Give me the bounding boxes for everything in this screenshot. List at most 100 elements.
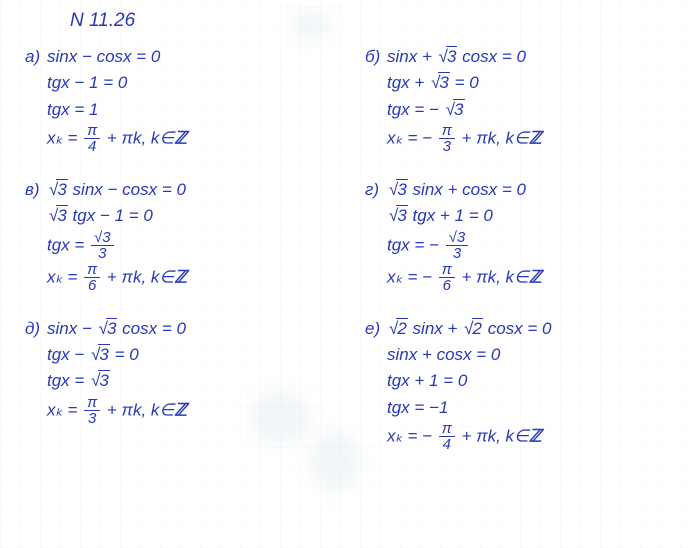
math-line: tgx + 1 = 0 [387,368,551,394]
math-line: tgx = − √33 [387,230,542,262]
math-line: sinx + cosx = 0 [387,342,551,368]
math-text: + πk, k∈ [102,267,174,286]
problem-number: N 11.26 [70,10,670,32]
problem: б)sinx + 3 cosx = 0tgx + 3 = 0 tgx = − 3 x… [365,44,670,155]
problem-lines: 3 sinx − cosx = 03 tgx − 1 = 0tgx = √33x… [47,177,187,294]
problem-label: г) [365,177,387,203]
math-text: = 0 [110,345,139,364]
fraction: π4 [84,123,100,155]
math-text: tgx = 1 [47,100,99,119]
fraction: π3 [84,395,100,427]
square-root: 3 [47,177,68,203]
math-line: xₖ = − π4 + πk, k∈ℤ [387,421,551,453]
square-root: 2 [387,316,408,342]
math-text: sinx − [47,319,97,338]
fraction: √33 [91,230,114,262]
math-text: + πk, k∈ [457,129,529,148]
math-line: tgx − 3 = 0 [47,342,187,368]
math-line: xₖ = π3 + πk, k∈ℤ [47,395,187,427]
problem: д)sinx − 3 cosx = 0tgx − 3 = 0tgx = 3xₖ … [25,316,330,427]
problem-lines: 3 sinx + cosx = 03 tgx + 1 = 0tgx = − √3… [387,177,542,294]
square-root: 3 [47,203,68,229]
integer-set: ℤ [174,400,187,419]
math-line: tgx = 3 [47,368,187,394]
math-line: 3 sinx − cosx = 0 [47,177,187,203]
math-text: sinx + [408,319,462,338]
page-content: N 11.26 а)sinx − cosx = 0tgx − 1 = 0tgx … [0,0,695,485]
square-root: 3 [429,70,450,96]
math-line: sinx − 3 cosx = 0 [47,316,187,342]
math-text: + πk, k∈ [457,427,529,446]
math-text: xₖ = [47,129,82,148]
problem-label: в) [25,177,47,203]
math-line: tgx = −1 [387,395,551,421]
math-text: xₖ = − [387,129,437,148]
math-text: tgx = − [387,235,444,254]
columns: а)sinx − cosx = 0tgx − 1 = 0tgx = 1xₖ = … [25,44,670,475]
problem: в)3 sinx − cosx = 03 tgx − 1 = 0tgx = √3… [25,177,330,294]
math-line: tgx + 3 = 0 [387,70,542,96]
integer-set: ℤ [529,129,542,148]
math-text: sinx + [387,47,437,66]
problem-lines: sinx − 3 cosx = 0tgx − 3 = 0tgx = 3xₖ = … [47,316,187,427]
math-text: cosx = 0 [483,319,552,338]
fraction: √33 [446,230,469,262]
math-line: xₖ = π6 + πk, k∈ℤ [47,262,187,294]
math-text: xₖ = − [387,427,437,446]
fraction: π3 [439,123,455,155]
math-text: tgx + [387,73,429,92]
math-line: xₖ = − π3 + πk, k∈ℤ [387,123,542,155]
left-column: а)sinx − cosx = 0tgx − 1 = 0tgx = 1xₖ = … [25,44,330,475]
math-text: tgx − 1 = 0 [68,206,153,225]
math-line: 3 sinx + cosx = 0 [387,177,542,203]
math-line: sinx − cosx = 0 [47,44,187,70]
math-line: tgx = √33 [47,230,187,262]
square-root: 3 [97,316,118,342]
math-text: sinx + cosx = 0 [387,345,500,364]
math-text: sinx − cosx = 0 [47,47,160,66]
problem: а)sinx − cosx = 0 tgx − 1 = 0 tgx = 1 xₖ = … [25,44,330,155]
math-text: tgx = −1 [387,398,448,417]
math-line: tgx = 1 [47,97,187,123]
math-text: tgx = [47,371,89,390]
math-text: cosx = 0 [457,47,526,66]
math-text: tgx − [47,345,89,364]
problem-label: а) [25,44,47,70]
math-line: tgx − 1 = 0 [47,70,187,96]
problem: е)2 sinx + 2 cosx = 0sinx + cosx = 0tgx … [365,316,670,453]
square-root: 3 [387,203,408,229]
problem-lines: sinx − cosx = 0 tgx − 1 = 0 tgx = 1 xₖ = π4… [47,44,187,155]
integer-set: ℤ [529,427,542,446]
math-line: xₖ = π4 + πk, k∈ℤ [47,123,187,155]
square-root: 3 [89,342,110,368]
fraction: π6 [84,262,100,294]
math-text: sinx + cosx = 0 [408,180,526,199]
fraction: π6 [439,262,455,294]
math-text: xₖ = [47,400,82,419]
math-text: tgx + 1 = 0 [387,371,467,390]
math-text: xₖ = [47,267,82,286]
math-text: = 0 [450,73,479,92]
problem-label: е) [365,316,387,342]
math-line: xₖ = − π6 + πk, k∈ℤ [387,262,542,294]
math-text: xₖ = − [387,267,437,286]
square-root: 3 [387,177,408,203]
problem: г)3 sinx + cosx = 03 tgx + 1 = 0tgx = − … [365,177,670,294]
math-text: + πk, k∈ [457,267,529,286]
problem-lines: 2 sinx + 2 cosx = 0 sinx + cosx = 0 tgx + … [387,316,551,453]
integer-set: ℤ [174,129,187,148]
math-text: tgx − 1 = 0 [47,73,127,92]
math-text: tgx = − [387,100,444,119]
right-column: б)sinx + 3 cosx = 0tgx + 3 = 0tgx = − 3x… [365,44,670,475]
math-text: tgx + 1 = 0 [408,206,493,225]
problem-label: д) [25,316,47,342]
math-text: tgx = [47,235,89,254]
math-text: sinx − cosx = 0 [68,180,186,199]
math-text: + πk, k∈ [102,400,174,419]
square-root: 2 [462,316,483,342]
math-line: sinx + 3 cosx = 0 [387,44,542,70]
math-text: cosx = 0 [117,319,186,338]
math-line: 3 tgx − 1 = 0 [47,203,187,229]
math-line: 3 tgx + 1 = 0 [387,203,542,229]
problem-label: б) [365,44,387,70]
